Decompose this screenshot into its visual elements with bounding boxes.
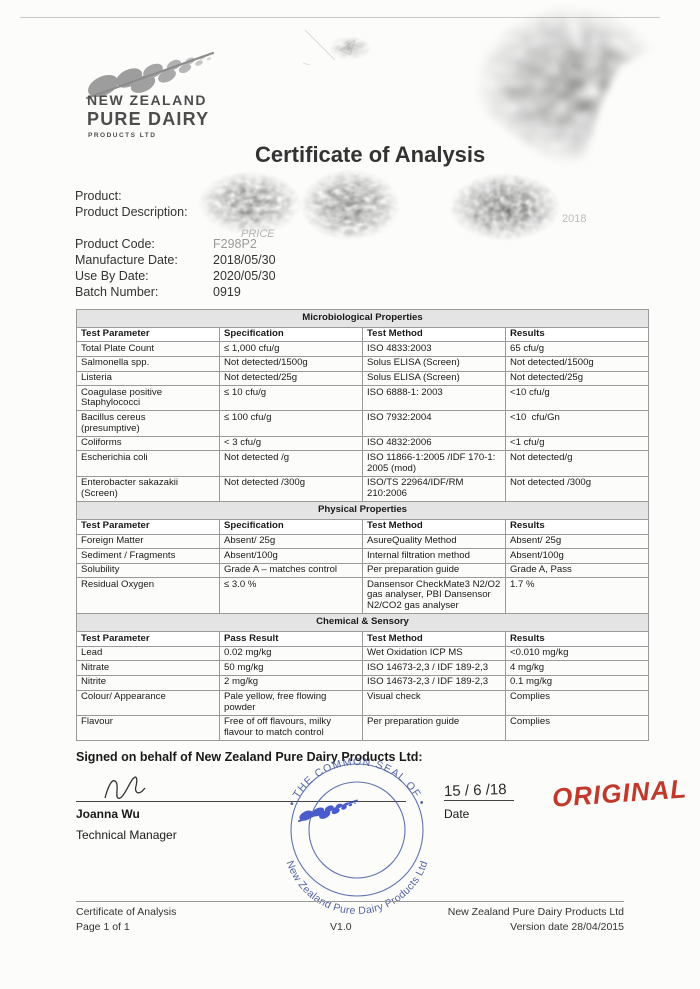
svg-text:New Zealand Pure Dairy Product: New Zealand Pure Dairy Products Ltd xyxy=(284,859,431,915)
svg-text:2018: 2018 xyxy=(562,213,586,225)
svg-text:PRICE: PRICE xyxy=(241,228,275,240)
